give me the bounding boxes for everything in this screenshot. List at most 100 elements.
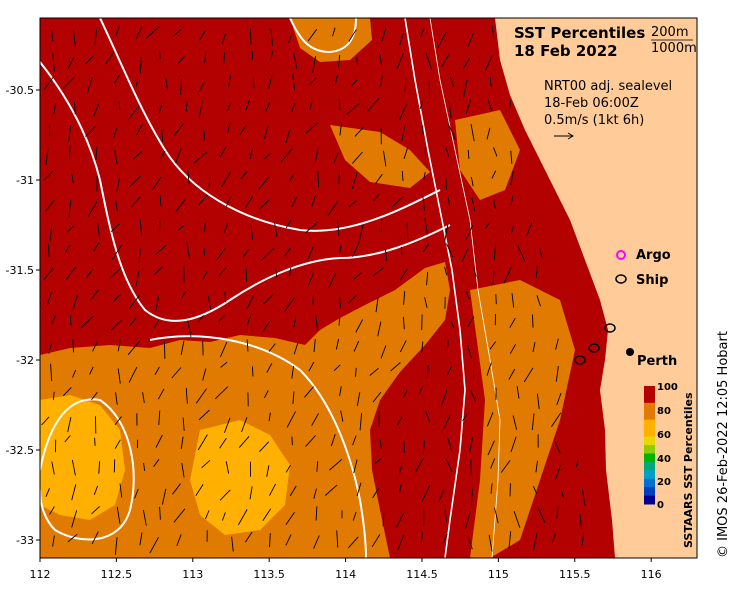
- current-arrow: [523, 367, 534, 383]
- current-arrow: [155, 296, 160, 311]
- current-arrow: [286, 411, 296, 428]
- current-arrow: [444, 224, 449, 242]
- current-arrow: [372, 487, 380, 499]
- x-tick-label: 113.5: [253, 568, 285, 581]
- current-arrow: [280, 148, 293, 163]
- current-arrow: [185, 100, 188, 112]
- current-arrow: [197, 315, 204, 323]
- current-arrow: [581, 489, 586, 507]
- current-arrow: [450, 320, 455, 329]
- current-arrow: [420, 532, 423, 544]
- current-arrow: [312, 295, 314, 305]
- current-arrow: [177, 56, 185, 64]
- current-arrow: [66, 225, 75, 233]
- colorbar-swatch: [644, 402, 655, 412]
- current-arrow: [445, 458, 453, 472]
- current-arrow: [171, 367, 182, 379]
- current-arrow: [201, 459, 211, 469]
- current-arrow: [352, 511, 357, 521]
- current-arrow: [258, 176, 270, 190]
- current-arrow: [114, 439, 121, 449]
- current-arrow: [353, 272, 362, 280]
- current-arrow: [241, 417, 248, 433]
- current-vectors: [41, 26, 586, 555]
- ship-marker: [588, 343, 600, 353]
- current-arrow: [448, 100, 452, 119]
- x-tick-label: 114: [335, 568, 356, 581]
- current-arrow: [446, 340, 449, 351]
- current-arrow: [249, 28, 252, 45]
- colorbar-swatch: [644, 470, 655, 480]
- current-arrow: [181, 291, 187, 299]
- current-arrow: [135, 270, 140, 287]
- current-arrow: [532, 486, 538, 495]
- current-arrow: [158, 410, 161, 426]
- current-arrow: [335, 338, 340, 350]
- current-arrow: [270, 28, 274, 47]
- current-arrow: [555, 338, 559, 350]
- current-arrow: [68, 146, 71, 160]
- current-arrow: [329, 458, 343, 471]
- current-arrow: [114, 416, 122, 426]
- current-arrow: [62, 387, 72, 397]
- current-arrow: [142, 510, 147, 526]
- current-arrow: [177, 224, 185, 231]
- current-arrow: [467, 149, 470, 159]
- x-tick-label: 115.5: [559, 568, 591, 581]
- current-arrow: [139, 532, 143, 546]
- current-arrow: [72, 339, 75, 353]
- current-arrow: [285, 534, 292, 546]
- current-arrow: [110, 223, 120, 233]
- current-arrow: [330, 434, 336, 447]
- current-arrow: [334, 75, 338, 84]
- current-arrow: [356, 482, 362, 497]
- current-arrow: [495, 294, 497, 305]
- current-arrow: [470, 390, 476, 402]
- current-arrow: [263, 125, 269, 140]
- current-arrow: [157, 388, 165, 400]
- current-arrow: [207, 295, 212, 311]
- current-arrow: [402, 316, 405, 330]
- current-arrow: [72, 294, 79, 310]
- current-arrow: [491, 170, 497, 179]
- current-arrow: [246, 315, 252, 326]
- current-arrow: [72, 369, 77, 378]
- current-arrow: [203, 247, 206, 257]
- current-arrow: [471, 197, 476, 212]
- current-arrow: [309, 101, 313, 110]
- current-arrow: [175, 148, 182, 164]
- current-arrow: [445, 147, 450, 157]
- current-arrow: [152, 176, 162, 190]
- current-arrow: [444, 266, 448, 276]
- current-info-line1: NRT00 adj. sealevel: [544, 79, 672, 94]
- current-arrow: [513, 511, 521, 529]
- current-arrow: [291, 436, 293, 446]
- current-arrow: [185, 387, 188, 404]
- current-arrow: [138, 248, 141, 263]
- current-arrow: [403, 146, 409, 159]
- current-arrow: [426, 272, 429, 286]
- colorbar-swatch: [644, 453, 655, 463]
- current-arrow: [415, 457, 424, 473]
- colorbar-swatch: [644, 419, 655, 429]
- current-arrow: [285, 512, 295, 526]
- current-arrow: [351, 172, 358, 190]
- current-arrow: [45, 147, 49, 166]
- current-arrow: [484, 221, 491, 229]
- current-arrow: [556, 392, 562, 406]
- current-arrow: [419, 100, 423, 110]
- current-arrow: [304, 386, 314, 398]
- current-arrow: [551, 412, 562, 428]
- current-arrow: [536, 393, 540, 410]
- current-arrow: [199, 30, 206, 40]
- current-arrow: [305, 122, 319, 134]
- current-arrow: [403, 291, 406, 305]
- current-arrow: [423, 172, 426, 181]
- current-arrow: [492, 198, 496, 209]
- current-arrow: [163, 340, 166, 359]
- current-arrow: [198, 100, 203, 119]
- current-arrow: [531, 413, 535, 430]
- current-arrow: [113, 127, 118, 139]
- current-arrow: [444, 509, 448, 523]
- current-arrow: [447, 197, 451, 207]
